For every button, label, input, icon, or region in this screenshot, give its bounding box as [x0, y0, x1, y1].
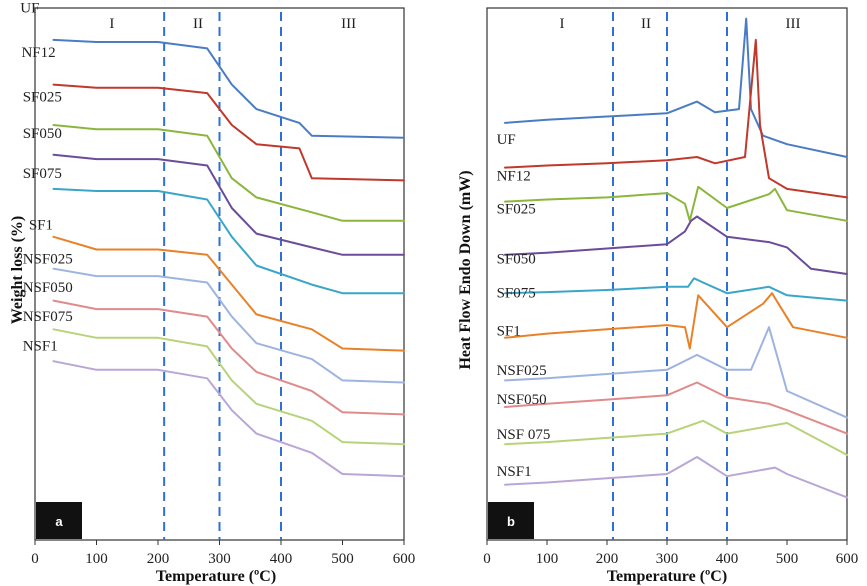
region-label: II	[641, 16, 651, 32]
region-label: III	[786, 16, 801, 32]
series-line-sf050	[52, 153, 405, 256]
region-label: III	[341, 16, 356, 32]
series-line-sf1	[52, 235, 405, 352]
series-line-nsf025	[52, 267, 405, 384]
x-tick-label: 500	[776, 551, 799, 567]
series-label: SF050	[497, 251, 536, 267]
series-line-sf1	[504, 292, 848, 350]
series-line-nf12	[504, 38, 848, 199]
x-tick-label: 300	[656, 551, 679, 567]
series-label: UF	[497, 132, 516, 148]
panel-badge-label: b	[507, 514, 515, 529]
series-label: SF075	[23, 166, 62, 182]
series-label: NSF050	[497, 392, 547, 408]
series-label: NSF1	[23, 339, 58, 355]
series-label: NSF050	[23, 280, 73, 296]
series-label: NF12	[497, 168, 531, 184]
series-line-nsf075	[52, 328, 405, 446]
panel-badge	[36, 502, 82, 539]
series-line-uf	[52, 38, 405, 139]
series-line-sf025	[504, 185, 848, 222]
series-label: NSF025	[497, 363, 547, 379]
series-line-nsf050	[504, 381, 848, 435]
series-label: SF1	[497, 324, 521, 340]
x-axis-title: Temperature (ºC)	[607, 568, 727, 585]
x-tick-label: 200	[596, 551, 619, 567]
series-label: NSF1	[497, 464, 532, 480]
series-label: SF1	[29, 217, 53, 233]
series-line-nf12	[52, 83, 405, 182]
x-tick-label: 400	[270, 551, 293, 567]
series-line-nsf025	[504, 326, 848, 419]
series-label: SF050	[23, 126, 62, 142]
region-label: I	[560, 16, 565, 32]
series-label: NSF075	[23, 309, 73, 325]
series-label: NF12	[21, 45, 55, 61]
series-line-nsf1	[52, 360, 405, 478]
x-tick-label: 600	[393, 551, 416, 567]
panel-badge	[488, 502, 534, 539]
y-axis-title: Weight loss (%)	[9, 216, 26, 324]
x-axis-title: Temperature (ºC)	[156, 568, 276, 585]
series-label: SF075	[497, 285, 536, 301]
series-label: NSF 075	[497, 427, 551, 443]
series-line-nsf-075	[504, 419, 848, 456]
x-tick-label: 0	[483, 551, 491, 567]
series-line-nsf050	[52, 299, 405, 416]
series-line-sf075	[52, 187, 405, 295]
x-tick-label: 100	[85, 551, 108, 567]
series-line-nsf1	[504, 456, 848, 499]
x-tick-label: 600	[836, 551, 859, 567]
x-tick-label: 400	[716, 551, 739, 567]
panel-badge-label: a	[55, 514, 63, 529]
series-line-uf	[504, 17, 848, 158]
x-tick-label: 200	[147, 551, 170, 567]
region-label: II	[193, 16, 203, 32]
series-line-sf050	[504, 215, 848, 275]
x-tick-label: 500	[331, 551, 354, 567]
series-label: SF025	[23, 90, 62, 106]
series-label: UF	[20, 0, 39, 16]
x-tick-label: 0	[31, 551, 39, 567]
series-line-sf025	[52, 124, 405, 222]
series-label: SF025	[497, 201, 536, 217]
x-tick-label: 300	[208, 551, 231, 567]
series-line-sf075	[504, 277, 848, 302]
x-tick-label: 100	[536, 551, 559, 567]
y-axis-title: Heat Flow Endo Down (mW)	[457, 170, 474, 369]
series-label: NSF025	[23, 251, 73, 267]
region-label: I	[109, 16, 114, 32]
